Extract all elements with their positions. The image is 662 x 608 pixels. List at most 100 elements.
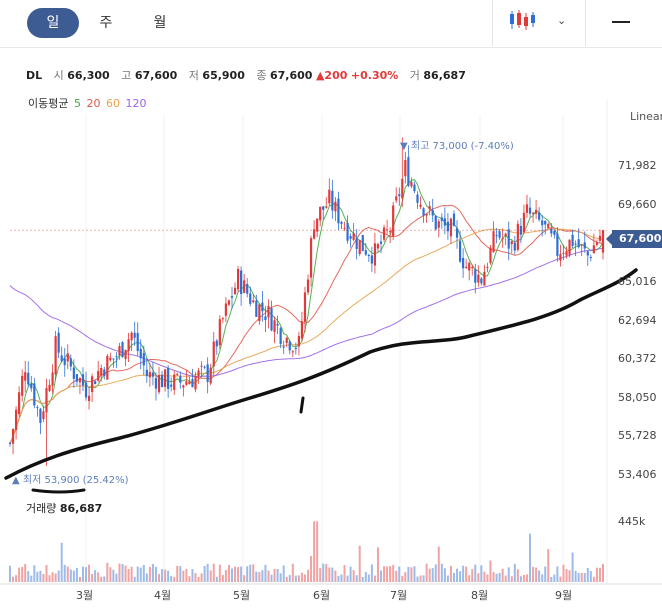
current-price-badge: 67,600	[606, 230, 662, 248]
ohlc-info: DL 시 66,300 고 67,600 저 65,900 종 67,600 ▲…	[26, 67, 466, 83]
volume-bar	[595, 567, 598, 582]
low-annotation: ▲ 최저 53,900 (25.42%)	[12, 475, 129, 486]
month-label: 4월	[154, 589, 172, 602]
volume-bar	[367, 574, 370, 582]
candle-body	[504, 233, 507, 237]
candle-body	[267, 306, 270, 318]
candle-body	[136, 332, 139, 351]
volume-bar	[395, 570, 398, 582]
volume-bar	[279, 573, 282, 582]
volume-bar	[325, 564, 328, 582]
candle-body	[127, 339, 130, 352]
month-label: 8월	[471, 589, 489, 602]
volume-bar	[459, 571, 462, 582]
ma60-line	[9, 228, 604, 444]
candle-body	[142, 353, 145, 366]
volume-bar	[495, 573, 498, 582]
candle-body	[492, 231, 495, 252]
volume-bar	[550, 577, 553, 582]
close-value: 67,600	[270, 69, 313, 82]
change-percent: +0.30%	[350, 69, 399, 82]
volume-bar	[413, 566, 416, 582]
candle-body	[544, 220, 547, 225]
volume-bar	[316, 521, 319, 582]
candle-body	[428, 206, 431, 210]
ma120-label: 120	[125, 97, 147, 110]
volume-bar	[288, 575, 291, 582]
candle-body	[21, 376, 24, 396]
candle-body	[151, 372, 155, 377]
tab-daily[interactable]: 일	[27, 8, 79, 38]
volume-bar	[422, 575, 425, 582]
low-annotation-text: 최저 53,900 (25.42%)	[22, 475, 129, 486]
volume-bar	[571, 552, 574, 582]
volume-bar	[224, 570, 227, 582]
candle-body	[358, 240, 361, 255]
volume-bar	[249, 564, 252, 582]
volume-bar	[516, 569, 519, 582]
price-axis-tick: 60,372	[618, 352, 657, 365]
price-axis-tick: 65,016	[618, 275, 657, 288]
scale-mode-toggle[interactable]: Linear	[630, 110, 662, 123]
candle-body	[367, 254, 370, 257]
volume-bar	[483, 571, 486, 582]
volume-bar	[170, 575, 173, 582]
candle-body	[452, 213, 456, 226]
volume-title: 거래량 86,687	[26, 500, 102, 516]
candle-body	[446, 221, 450, 232]
ma120-line	[9, 247, 604, 377]
tick-mark-drawing	[299, 396, 305, 414]
candle-body	[27, 372, 30, 385]
volume-bar	[203, 565, 206, 582]
volume-bar	[18, 567, 21, 582]
volume-bar	[179, 566, 182, 582]
candle-body	[306, 279, 310, 293]
candle-body	[279, 328, 282, 345]
volume-bar	[416, 576, 419, 582]
volume-bar	[63, 564, 66, 582]
volume-bar	[127, 568, 130, 582]
high-annotation-text: 최고 73,000 (-7.40%)	[410, 141, 514, 152]
candle-body	[288, 341, 291, 351]
tab-monthly[interactable]: 월	[153, 15, 167, 31]
candle-body	[36, 407, 39, 409]
header-divider	[0, 47, 662, 48]
candle-body	[474, 268, 477, 283]
price-axis-tick: 53,406	[618, 468, 657, 481]
candle-body	[176, 373, 179, 375]
volume-bar	[343, 565, 346, 582]
candle-body	[185, 381, 188, 385]
volume-bar	[477, 573, 480, 582]
candle-body	[562, 252, 565, 254]
volume-bar	[562, 564, 565, 582]
candle-body	[507, 229, 510, 249]
volume-bar	[264, 564, 267, 582]
volume-title-value: 86,687	[59, 502, 103, 515]
volume-title-label: 거래량	[26, 502, 57, 515]
chevron-down-icon[interactable]: ⌄	[557, 14, 567, 27]
volume-bar	[39, 570, 42, 582]
moving-average-legend[interactable]: 이동평균 5 20 60 120	[26, 95, 146, 111]
volume-bar	[383, 566, 386, 582]
candle-body	[221, 318, 224, 320]
candlestick-icon[interactable]	[508, 8, 538, 32]
volume-bar	[261, 570, 264, 582]
candle-body	[352, 233, 355, 240]
candle-body	[218, 319, 221, 346]
candle-body	[42, 411, 45, 420]
volume-bar	[72, 570, 75, 582]
minus-icon[interactable]	[612, 21, 630, 23]
candle-body	[395, 196, 398, 201]
volume-bar	[136, 566, 139, 582]
candle-body	[39, 408, 42, 424]
ma5-label: 5	[73, 97, 81, 110]
volume-bar	[370, 564, 373, 582]
candle-body	[340, 221, 343, 224]
tab-weekly[interactable]: 주	[99, 15, 113, 31]
candle-body	[240, 270, 243, 294]
candle-body	[209, 367, 212, 384]
volume-bar	[340, 574, 343, 582]
candle-body	[398, 194, 401, 197]
volume-bar	[319, 568, 322, 582]
